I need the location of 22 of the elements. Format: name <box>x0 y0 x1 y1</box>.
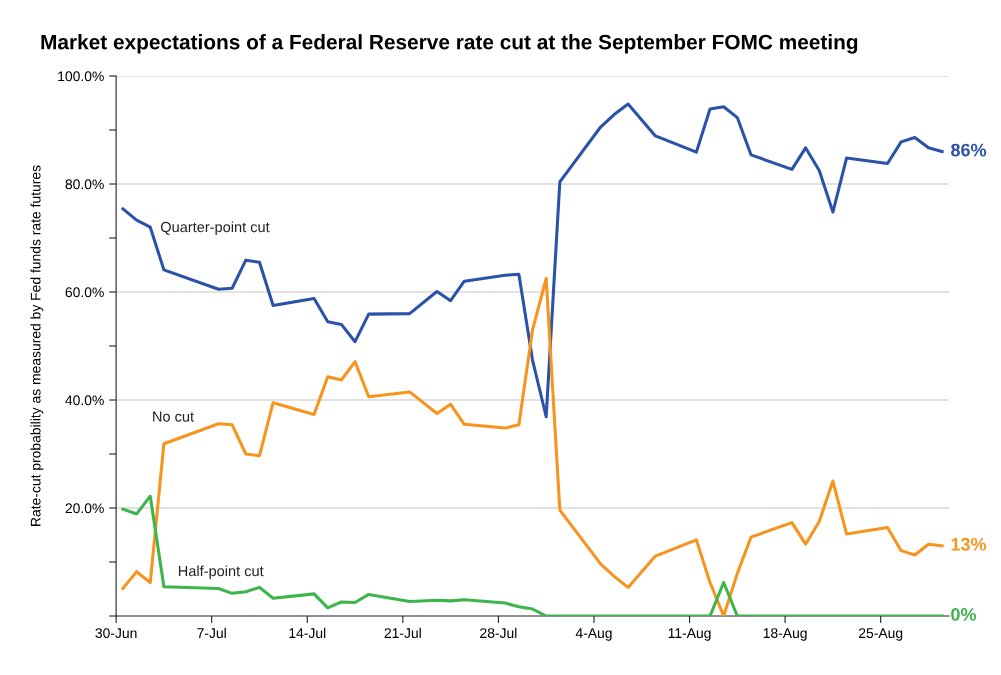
chart-title: Market expectations of a Federal Reserve rate cut at the September FOMC meeting <box>41 34 858 54</box>
series-label: No cut <box>153 411 194 422</box>
series-label: Half-point cut <box>178 565 264 580</box>
y-tick-label: 100.0% <box>58 71 104 82</box>
x-tick-label: 18-Aug <box>763 628 807 641</box>
data-label: 13% <box>951 537 987 551</box>
x-tick-label: 30-Jun <box>95 628 137 639</box>
data-label: 0% <box>951 608 977 621</box>
series-label: Quarter-point cut <box>160 221 270 236</box>
x-tick-label: 21-Jul <box>384 627 421 639</box>
x-tick-label: 11-Aug <box>668 628 711 641</box>
x-tick-label: 14-Jul <box>289 627 326 639</box>
x-tick-label: 28-Jul <box>480 627 517 639</box>
y-tick-label: 40.0% <box>65 395 104 406</box>
data-label: 86% <box>951 143 987 157</box>
y-tick-label: 20.0% <box>65 503 104 514</box>
y-tick-label: 80.0% <box>65 179 104 190</box>
x-tick-label: 4-Aug <box>575 628 612 641</box>
y-tick-label: 60.0% <box>65 287 104 298</box>
y-axis-title: Rate-cut probability as measured by Fed funds rate futures <box>30 165 44 526</box>
x-tick-label: 7-Jul <box>197 627 226 639</box>
x-tick-label: 25-Aug <box>858 628 903 641</box>
